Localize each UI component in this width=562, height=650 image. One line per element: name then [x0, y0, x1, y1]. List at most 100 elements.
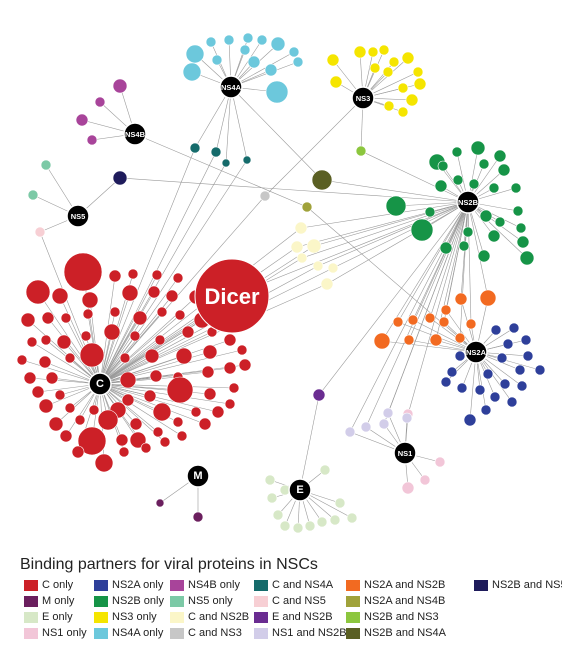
legend-label: NS4B only — [188, 579, 240, 591]
legend-swatch — [346, 579, 360, 591]
legend-swatch — [346, 627, 360, 639]
protein-node — [470, 140, 486, 156]
edge — [467, 201, 489, 299]
protein-node — [397, 106, 409, 118]
legend-swatch — [346, 595, 360, 607]
protein-node — [478, 158, 490, 170]
protein-node — [198, 417, 212, 431]
protein-node — [152, 426, 164, 438]
legend-item: E and NS2B — [254, 610, 333, 624]
protein-node — [407, 314, 419, 326]
legend-swatch — [254, 579, 268, 591]
protein-node — [329, 75, 343, 89]
hub-c: C — [88, 372, 112, 396]
edge — [119, 177, 469, 203]
protein-node — [434, 456, 446, 468]
hub-ns1: NS1 — [393, 441, 417, 465]
protein-node — [175, 347, 193, 365]
protein-node — [378, 418, 390, 430]
legend-swatch — [254, 627, 268, 639]
edge — [99, 159, 248, 385]
edge — [230, 51, 295, 88]
legend-label: NS2B only — [112, 595, 164, 607]
protein-node — [205, 36, 217, 48]
edge — [31, 341, 101, 385]
protein-node — [108, 269, 122, 283]
edge — [300, 201, 469, 229]
protein-node — [109, 306, 121, 318]
protein-node — [326, 53, 340, 67]
legend-item: NS2A and NS4B — [346, 594, 445, 608]
protein-node — [360, 421, 372, 433]
edge — [467, 201, 472, 325]
protein-node — [172, 416, 184, 428]
protein-node — [82, 308, 94, 320]
protein-node — [185, 44, 205, 64]
protein-node — [424, 312, 436, 324]
legend-label: C and NS5 — [272, 595, 326, 607]
legend-item: NS4B only — [170, 578, 240, 592]
protein-node — [288, 46, 300, 58]
legend-swatch — [94, 595, 108, 607]
protein-node — [301, 201, 313, 213]
protein-node — [392, 316, 404, 328]
legend-item: NS4A only — [94, 626, 163, 640]
protein-node — [385, 195, 407, 217]
protein-node — [203, 387, 217, 401]
hub-circle — [393, 441, 417, 465]
edge — [99, 383, 159, 433]
legend-item: NS1 and NS2B — [254, 626, 347, 640]
protein-node — [56, 334, 72, 350]
protein-node — [515, 222, 527, 234]
protein-node — [45, 371, 59, 385]
protein-node — [403, 334, 415, 346]
hub-circle — [66, 204, 90, 228]
protein-node — [290, 240, 304, 254]
edge — [412, 319, 477, 353]
protein-node — [355, 145, 367, 157]
protein-node — [434, 179, 448, 193]
protein-node — [165, 289, 179, 303]
legend-label: NS4A only — [112, 627, 164, 639]
protein-node — [88, 404, 100, 416]
legend-swatch — [170, 627, 184, 639]
protein-node — [132, 310, 148, 326]
protein-node — [489, 391, 501, 403]
protein-node — [38, 355, 52, 369]
protein-node — [401, 51, 415, 65]
protein-node — [266, 492, 278, 504]
hub-label: NS2A — [466, 348, 487, 357]
edge — [99, 314, 181, 385]
edge — [99, 339, 161, 385]
protein-node — [80, 330, 92, 342]
edge — [99, 151, 217, 385]
protein-node — [23, 371, 37, 385]
protein-node — [329, 514, 341, 526]
edge — [21, 359, 101, 385]
protein-node — [64, 352, 76, 364]
protein-node — [367, 46, 379, 58]
protein-node — [149, 369, 163, 383]
protein-node — [75, 113, 89, 127]
legend-item: C and NS4A — [254, 578, 333, 592]
edge — [99, 383, 231, 405]
hub-ns4a: NS4A — [219, 75, 243, 99]
protein-node — [397, 82, 409, 94]
protein-node — [488, 182, 500, 194]
protein-node — [221, 158, 231, 168]
protein-node — [462, 226, 474, 238]
protein-node — [94, 453, 114, 473]
protein-node — [119, 371, 137, 389]
hub-label: NS4B — [125, 130, 146, 139]
edge — [326, 201, 469, 285]
edge — [429, 201, 469, 319]
protein-node — [312, 388, 326, 402]
protein-node — [127, 268, 139, 280]
protein-node — [16, 354, 28, 366]
protein-node — [189, 142, 201, 154]
edge — [360, 150, 469, 203]
protein-node — [228, 382, 240, 394]
protein-node — [140, 442, 152, 454]
protein-node — [382, 407, 394, 419]
protein-node — [144, 348, 160, 364]
